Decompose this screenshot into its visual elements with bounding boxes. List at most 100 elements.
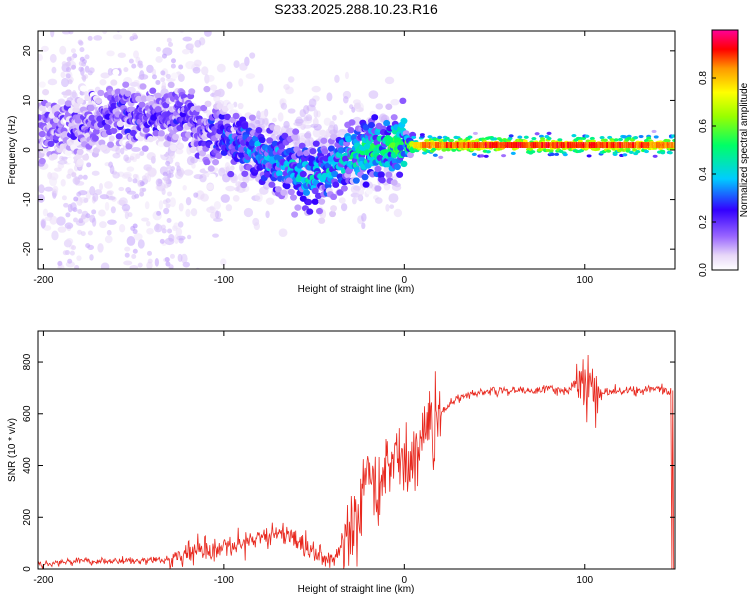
spectrogram-cell: [287, 188, 295, 196]
spectrogram-noise-cell: [84, 65, 90, 73]
spectrogram-noise-cell: [132, 178, 138, 184]
spectrogram-noise-cell: [355, 193, 363, 201]
spectrogram-cell: [438, 155, 444, 159]
spectrogram-cell: [135, 95, 143, 103]
spectrogram-noise-cell: [127, 177, 133, 183]
spectrogram-cell: [378, 177, 386, 184]
spectrogram-noise-cell: [165, 73, 171, 79]
snr-y-axis-label: SNR (10 * v/v): [7, 418, 18, 482]
spectrogram-cell: [385, 103, 393, 110]
spectrogram-cell: [531, 137, 537, 141]
spectrogram-ridge-core: [499, 142, 502, 149]
spectrogram-cell: [606, 149, 612, 153]
spectrogram-ridge-core: [523, 142, 526, 149]
spectrogram-cell: [96, 115, 104, 123]
spectrogram-noise-cell: [147, 9, 151, 18]
spectrogram-noise-cell: [352, 185, 362, 191]
spectrogram-cell: [107, 141, 115, 148]
spectrogram-ridge-core: [660, 142, 663, 149]
spectrogram-noise-cell: [209, 211, 217, 219]
spectrogram-noise-cell: [71, 245, 77, 251]
spectrogram-noise-cell: [85, 276, 93, 282]
spectrogram-noise-cell: [72, 207, 78, 213]
spectrogram-cell: [64, 89, 72, 96]
spectrogram-noise-cell: [108, 161, 113, 168]
spectrogram-cell: [280, 189, 288, 196]
spectrogram-noise-cell: [193, 174, 204, 180]
spectrogram-noise-cell: [169, 197, 176, 208]
spectrogram-noise-cell: [174, 161, 180, 167]
spectrogram-ridge-core: [493, 142, 496, 149]
spectrogram-noise-cell: [83, 13, 91, 19]
spectrogram-cell: [390, 179, 398, 186]
spectrogram-noise-cell: [78, 174, 84, 180]
spectrogram-ridge-core: [564, 142, 567, 149]
spectrogram-ridge-core: [486, 142, 489, 149]
spectrogram-noise-cell: [375, 103, 384, 110]
spectrogram-cell: [76, 148, 84, 156]
snr-x-tick-label: 100: [576, 575, 593, 586]
spectrogram-cell: [319, 129, 327, 137]
spectrogram-cell: [82, 154, 90, 161]
spectrogram-cell: [141, 145, 149, 152]
spectrogram-cell: [53, 104, 61, 111]
spectrogram-noise-cell: [60, 71, 66, 79]
colorbar: 0.0 0.2 0.4 0.6 0.8 Normalized spectral ampl…: [698, 29, 750, 277]
spectrogram-noise-cell: [162, 171, 168, 177]
spectrogram-ridge-core: [484, 142, 487, 149]
spectrogram-noise-cell: [91, 209, 97, 215]
spectrogram-noise-cell: [74, 264, 80, 269]
spectrogram-noise-cell: [41, 345, 50, 350]
spectrogram-ridge-core: [603, 142, 606, 149]
spectrogram-noise-cell: [207, 0, 212, 6]
spectrogram-noise-cell: [254, 192, 263, 203]
spectrogram-cell: [362, 181, 370, 188]
spectrogram-noise-cell: [308, 98, 317, 108]
spectrogram-cell: [385, 171, 393, 178]
spectrogram-noise-cell: [126, 166, 135, 172]
spectrogram-ridge-core: [599, 142, 602, 149]
spectrogram-noise-cell: [126, 236, 136, 246]
spectrogram-cell: [95, 97, 103, 105]
spectrogram-cell: [633, 135, 639, 140]
spectrogram-noise-cell: [308, 137, 314, 147]
spectrogram-cell: [254, 140, 262, 148]
spectrogram-ridge-core: [616, 142, 619, 149]
spectrogram-cell: [396, 171, 404, 178]
spectrogram-cell: [184, 131, 192, 138]
spectrogram-ridge-core: [471, 142, 474, 149]
spectrogram-noise-cell: [178, 237, 184, 244]
spectrogram-cell: [321, 148, 329, 155]
spectrogram-cell: [138, 101, 146, 108]
spectrogram-noise-cell: [177, 221, 184, 228]
spectrogram-noise-cell: [213, 167, 219, 172]
spectrogram-noise-cell: [131, 147, 141, 152]
spectrogram-ridge-core: [632, 142, 635, 149]
spectrogram-noise-cell: [165, 198, 171, 204]
spectrogram-cell: [311, 225, 319, 232]
spectrogram-cell: [653, 135, 659, 139]
spectrogram-noise-cell: [81, 75, 87, 81]
spectrogram-noise-cell: [178, 64, 184, 70]
spectrogram-cell: [471, 152, 477, 156]
spectrogram-cell: [98, 155, 106, 162]
spectrogram-cell: [626, 136, 632, 140]
spectrogram-noise-cell: [160, 70, 166, 76]
spectrogram-cell: [590, 139, 596, 143]
spectrogram-ridge-core: [571, 142, 574, 149]
spectrogram-x-axis-label: Height of straight line (km): [298, 284, 415, 295]
spectrogram-cell: [240, 181, 248, 189]
spectrogram-noise-cell: [60, 179, 66, 187]
spectrogram-noise-cell: [226, 81, 233, 89]
spectrogram-noise-cell: [166, 164, 172, 170]
spectrogram-noise-cell: [40, 218, 47, 228]
spectrogram-ridge-core: [465, 142, 468, 149]
spectrogram-cell: [371, 114, 379, 121]
spectrogram-cell: [76, 158, 84, 166]
spectrogram-ridge-core: [508, 142, 511, 149]
spectrogram-noise-cell: [368, 90, 379, 99]
spectrogram-noise-cell: [151, 74, 157, 80]
spectrogram-noise-cell: [117, 52, 126, 58]
spectrogram-cell: [510, 151, 516, 156]
spectrogram-cell: [149, 87, 157, 94]
